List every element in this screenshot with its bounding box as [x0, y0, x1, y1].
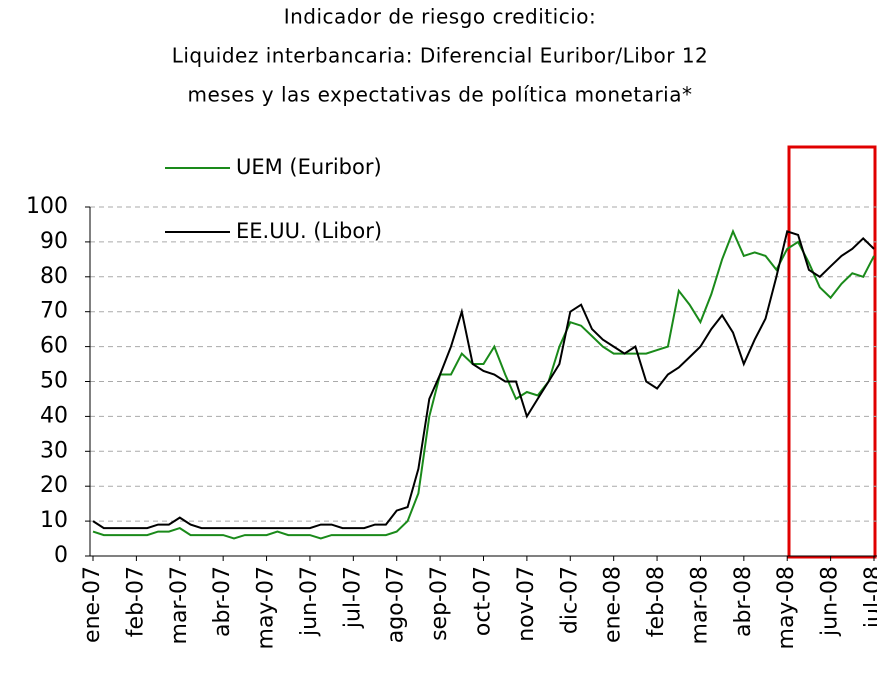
y-tick-label: 100 — [26, 194, 68, 219]
y-tick-label: 20 — [40, 473, 68, 498]
x-tick-label: abr-08 — [731, 566, 756, 637]
chart-title: Indicador de riesgo crediticio: — [284, 5, 597, 29]
x-tick-label: dic-07 — [557, 566, 582, 634]
y-tick-label: 40 — [40, 403, 68, 428]
y-tick-label: 10 — [40, 508, 68, 533]
x-tick-label: may-08 — [774, 566, 799, 649]
x-tick-label: may-07 — [254, 566, 279, 649]
x-tick-label: oct-07 — [471, 566, 496, 636]
chart-title: meses y las expectativas de política mon… — [188, 83, 693, 107]
y-tick-label: 0 — [54, 543, 68, 568]
x-tick-label: feb-07 — [123, 566, 148, 637]
x-tick-label: ago-07 — [384, 566, 409, 643]
x-tick-label: sep-07 — [427, 566, 452, 641]
x-tick-label: jun-07 — [297, 566, 322, 637]
series-line — [92, 230, 875, 530]
x-tick-label: jul-07 — [340, 566, 365, 629]
legend-label: UEM (Euribor) — [236, 155, 382, 179]
x-tick-label: nov-07 — [514, 566, 539, 642]
x-tick-label: mar-08 — [687, 566, 712, 644]
y-tick-label: 90 — [40, 229, 68, 254]
x-tick-label: ene-08 — [601, 566, 626, 643]
chart-title: Liquidez interbancaria: Diferencial Euri… — [172, 44, 709, 68]
y-tick-label: 70 — [40, 299, 68, 324]
x-tick-label: abr-07 — [210, 566, 235, 637]
highlight-box — [787, 145, 877, 559]
x-tick-label: mar-07 — [167, 566, 192, 644]
y-tick-label: 80 — [40, 264, 68, 289]
y-tick-label: 30 — [40, 438, 68, 463]
x-tick-label: jul-08 — [861, 566, 877, 629]
x-tick-label: feb-08 — [644, 566, 669, 637]
y-tick-label: 50 — [40, 369, 68, 394]
series-line — [92, 228, 875, 540]
x-tick-label: jun-08 — [818, 566, 843, 637]
y-tick-label: 60 — [40, 334, 68, 359]
legend-label: EE.UU. (Libor) — [236, 219, 382, 243]
x-tick-label: ene-07 — [80, 566, 105, 643]
